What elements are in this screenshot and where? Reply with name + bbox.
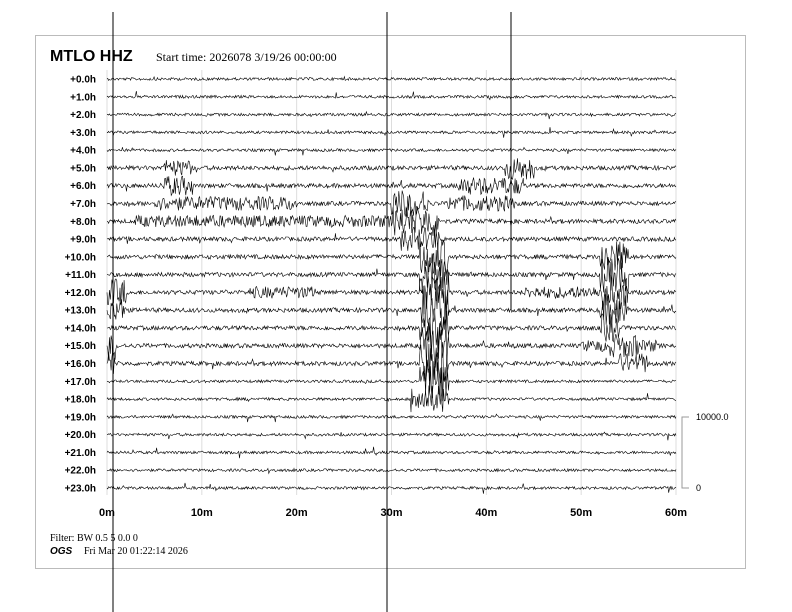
scale-bottom-label: 0 — [696, 483, 701, 493]
trace-row-19 — [106, 413, 677, 423]
row-label: +4.0h — [70, 146, 96, 157]
generated-time: Fri Mar 20 01:22:14 2026 — [84, 546, 188, 557]
x-tick-label: 0m — [99, 507, 115, 519]
station-title: MTLO HHZ — [50, 48, 133, 65]
row-label: +21.0h — [65, 448, 96, 459]
row-label: +23.0h — [65, 484, 96, 495]
trace-row-20 — [107, 431, 677, 441]
row-labels: +0.0h +1.0h +2.0h +3.0h +4.0h +5.0h +6.0h +7.0h… — [65, 75, 96, 495]
trace-row-6 — [106, 175, 677, 197]
traces — [106, 75, 677, 494]
trace-row-16 — [106, 341, 677, 385]
plot-frame — [35, 35, 746, 569]
marker-lines — [112, 12, 512, 612]
row-label: +20.0h — [65, 430, 96, 441]
trace-row-2 — [106, 110, 677, 120]
trace-row-9 — [106, 226, 677, 251]
row-label: +18.0h — [65, 395, 96, 406]
trace-row-0 — [106, 75, 677, 82]
trace-row-7 — [106, 190, 677, 217]
trace-row-11 — [107, 252, 677, 293]
agency-label: OGS — [50, 546, 73, 557]
trace-row-8 — [106, 205, 677, 236]
row-label: +22.0h — [65, 466, 96, 477]
trace-row-10 — [106, 238, 677, 277]
trace-row-13 — [106, 285, 677, 336]
x-tick-label: 10m — [191, 507, 213, 519]
trace-row-1 — [106, 90, 677, 101]
row-label: +3.0h — [70, 128, 96, 139]
x-tick-label: 20m — [286, 507, 308, 519]
amplitude-scale: 10000.0 0 — [681, 412, 729, 493]
trace-row-12 — [106, 269, 677, 316]
row-label: +6.0h — [70, 181, 96, 192]
trace-row-23 — [106, 482, 677, 494]
row-label: +7.0h — [70, 199, 96, 210]
trace-row-18 — [106, 385, 677, 413]
grid-lines — [106, 70, 677, 495]
scale-top-label: 10000.0 — [696, 412, 729, 422]
trace-row-4 — [106, 146, 677, 156]
x-tick-label: 60m — [665, 507, 687, 519]
filter-info: Filter: BW 0.5 5 0.0 0 — [50, 533, 138, 544]
row-label: +8.0h — [70, 217, 96, 228]
row-label: +0.0h — [70, 75, 96, 86]
trace-row-3 — [106, 127, 677, 138]
trace-row-14 — [107, 308, 677, 354]
row-label: +14.0h — [65, 323, 96, 334]
row-label: +11.0h — [65, 270, 96, 281]
row-label: +16.0h — [65, 359, 96, 370]
x-tick-label: 50m — [570, 507, 592, 519]
row-label: +1.0h — [70, 92, 96, 103]
row-label: +19.0h — [65, 412, 96, 423]
row-label: +5.0h — [70, 163, 96, 174]
trace-row-15 — [106, 322, 677, 369]
row-label: +12.0h — [65, 288, 96, 299]
trace-row-17 — [106, 360, 677, 402]
trace-row-22 — [106, 467, 677, 475]
row-label: +15.0h — [65, 341, 96, 352]
start-time: Start time: 2026078 3/19/26 00:00:00 — [156, 50, 337, 64]
x-tick-labels: 0m 10m 20m 30m 40m 50m 60m — [99, 507, 687, 519]
trace-row-21 — [106, 446, 677, 459]
x-tick-label: 40m — [475, 507, 497, 519]
row-label: +17.0h — [65, 377, 96, 388]
row-label: +9.0h — [70, 235, 96, 246]
row-label: +10.0h — [65, 252, 96, 263]
x-tick-label: 30m — [380, 507, 402, 519]
row-label: +13.0h — [65, 306, 96, 317]
row-label: +2.0h — [70, 110, 96, 121]
trace-row-5 — [106, 158, 677, 180]
